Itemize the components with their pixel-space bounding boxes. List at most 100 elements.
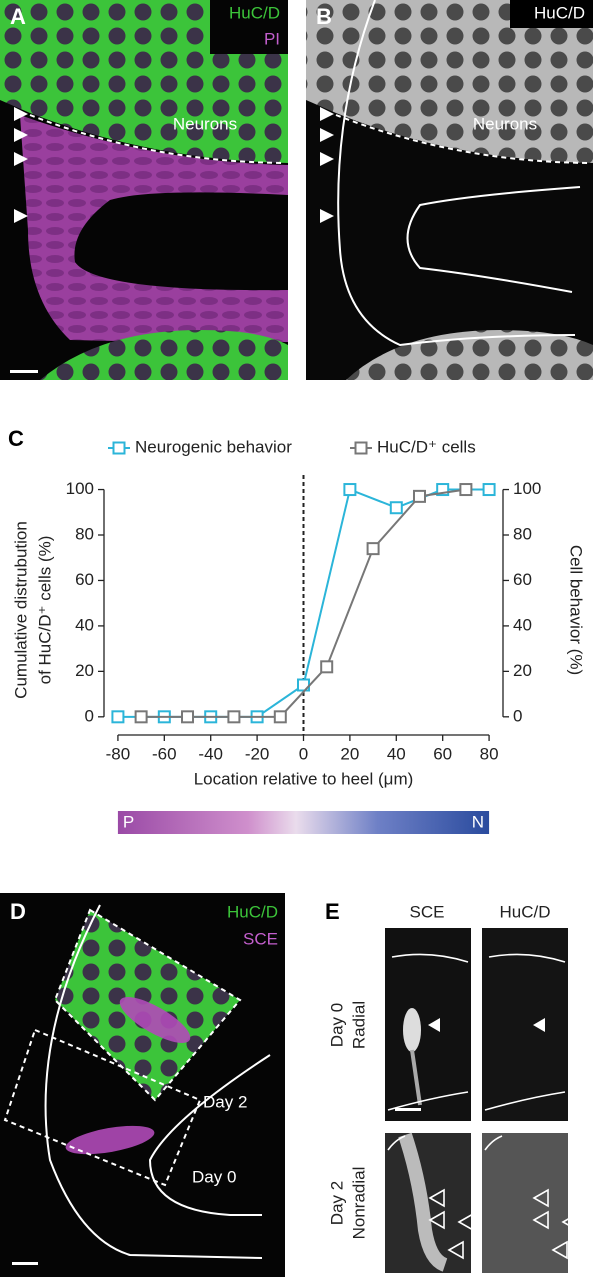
lower-region xyxy=(346,330,593,380)
panel-e: E SCE HuC/D Day 0 Radial Day 2 Nonradial xyxy=(325,899,578,1273)
column-label: HuC/D xyxy=(499,902,550,921)
panel-label: A xyxy=(10,4,26,29)
scale-bar xyxy=(10,370,38,373)
y2-tick-label: 60 xyxy=(513,570,532,589)
panel-b: HuC/D Neurons B xyxy=(306,0,593,380)
x-axis-label: Location relative to heel (μm) xyxy=(194,769,414,788)
sce-cell xyxy=(65,1125,155,1155)
cell xyxy=(398,1132,448,1272)
marker xyxy=(111,710,125,724)
panel-label: E xyxy=(325,899,340,924)
panel-label: D xyxy=(10,899,26,924)
stage-label: Day 0 xyxy=(192,1167,236,1186)
cell xyxy=(403,1008,421,1052)
x-tick-label: -20 xyxy=(245,744,270,763)
x-tick-label: 20 xyxy=(340,744,359,763)
marker xyxy=(482,483,496,497)
outlines xyxy=(387,953,566,1151)
row-label: Day 0 xyxy=(327,1003,346,1047)
y2-tick-label: 100 xyxy=(513,479,541,498)
y-tick-label: 60 xyxy=(75,570,94,589)
y2-tick-label: 40 xyxy=(513,615,532,634)
boundary xyxy=(335,114,591,164)
arrowheads xyxy=(428,1018,545,1032)
label-box xyxy=(510,0,593,28)
marker xyxy=(366,542,380,556)
y-tick-label: 20 xyxy=(75,661,94,680)
y-tick-label: 100 xyxy=(66,479,94,498)
pi-band xyxy=(20,115,288,342)
marker xyxy=(459,483,473,497)
column-label: SCE xyxy=(410,902,445,921)
y2-tick-label: 20 xyxy=(513,661,532,680)
lower-region xyxy=(40,330,288,380)
sce-cell xyxy=(119,997,191,1043)
legend-label: Neurogenic behavior xyxy=(135,437,292,456)
marker xyxy=(343,483,357,497)
colorbar xyxy=(117,811,490,834)
y2-tick-label: 80 xyxy=(513,524,532,543)
roi xyxy=(3,1028,202,1187)
x-tick-label: 80 xyxy=(480,744,499,763)
series-line xyxy=(141,488,467,718)
marker xyxy=(320,660,334,674)
boundary xyxy=(29,114,286,164)
x-tick-label: 0 xyxy=(299,744,308,763)
outline xyxy=(337,0,576,347)
channel-label: HuC/D xyxy=(229,3,280,22)
arrowheads xyxy=(320,107,334,223)
x-tick-label: -80 xyxy=(106,744,131,763)
stage-label: Day 2 xyxy=(203,1092,247,1111)
panel-label: B xyxy=(316,4,332,29)
channel-label: HuC/D xyxy=(534,3,585,22)
channel-label: PI xyxy=(264,29,280,48)
panel-c: C 0 20 40 60 80 100 0 20 40 60 80 100 -80 -60 -40 -20 0 2… xyxy=(8,426,586,834)
y2-axis-label: Cell behavior (%) xyxy=(567,545,586,675)
panel-d: HuC/D SCE Day 2 Day 0 D xyxy=(0,893,285,1277)
row-label: Radial xyxy=(349,1001,368,1049)
neuron-region xyxy=(306,0,593,163)
marker xyxy=(134,710,148,724)
channel-label: HuC/D xyxy=(227,902,278,921)
panel-label: C xyxy=(8,426,24,451)
open-arrowheads xyxy=(428,1188,578,1260)
y-tick-label: 40 xyxy=(75,615,94,634)
x-tick-label: 60 xyxy=(433,744,452,763)
panel-a: HuC/D PI Neurons A xyxy=(0,0,288,380)
legend-label: HuC/D⁺ cells xyxy=(377,437,476,456)
region-label: Neurons xyxy=(173,114,237,133)
row-label: Nonradial xyxy=(349,1167,368,1240)
outline xyxy=(148,1054,271,1216)
marker xyxy=(227,710,241,724)
outline xyxy=(44,904,263,1259)
image xyxy=(482,928,568,1121)
scale-bar xyxy=(395,1108,421,1111)
y-tick-label: 0 xyxy=(85,706,94,725)
x-tick-label: -60 xyxy=(152,744,177,763)
marker xyxy=(273,710,287,724)
marker xyxy=(412,489,426,503)
legend-marker xyxy=(112,441,126,455)
legend-marker xyxy=(354,441,368,455)
marker xyxy=(436,483,450,497)
scale-bar xyxy=(12,1262,38,1265)
marker xyxy=(389,501,403,515)
region-label: Neurons xyxy=(473,114,537,133)
x-tick-label: 40 xyxy=(387,744,406,763)
image xyxy=(385,928,471,1121)
colorbar-label: N xyxy=(472,812,484,831)
y-tick-label: 80 xyxy=(75,524,94,543)
outline xyxy=(406,186,581,293)
colorbar-label: P xyxy=(123,812,134,831)
channel-label: SCE xyxy=(243,929,278,948)
y-axis-label: of HuC/D⁺ cells (%) xyxy=(35,536,54,685)
x-tick-label: -40 xyxy=(198,744,223,763)
y2-tick-label: 0 xyxy=(513,706,522,725)
roi xyxy=(53,908,242,1102)
row-label: Day 2 xyxy=(327,1181,346,1225)
label-box xyxy=(210,0,288,54)
process xyxy=(410,1049,422,1106)
marker xyxy=(181,710,195,724)
y-axis-label: Cumulative distrubution xyxy=(11,521,30,699)
